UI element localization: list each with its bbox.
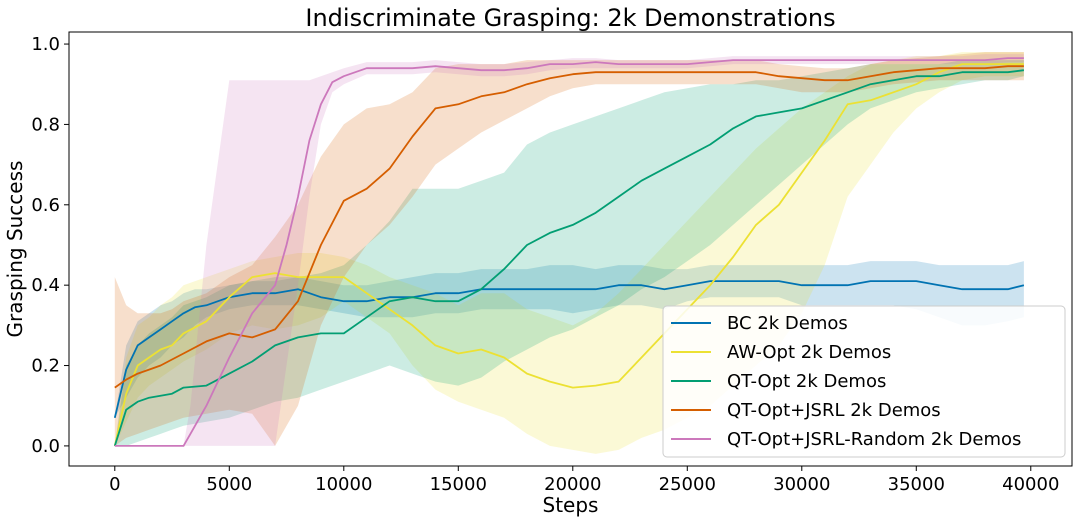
- legend-label: BC 2k Demos: [727, 313, 848, 334]
- legend-label: AW-Opt 2k Demos: [727, 342, 891, 363]
- legend-label: QT-Opt+JSRL-Random 2k Demos: [727, 429, 1021, 450]
- legend-label: QT-Opt 2k Demos: [727, 371, 886, 392]
- series-lines: [113, 57, 1025, 447]
- x-tick-label: 30000: [773, 474, 830, 495]
- legend: BC 2k Demos AW-Opt 2k Demos QT-Opt 2k Demo…: [662, 305, 1066, 458]
- x-tick-label: 35000: [888, 474, 945, 495]
- y-axis-ticks: 0.0 0.2 0.4 0.6 0.8 1.0: [31, 34, 69, 457]
- y-tick-label: 0.8: [31, 114, 60, 135]
- x-tick-label: 15000: [430, 474, 487, 495]
- x-tick-label: 10000: [315, 474, 372, 495]
- series-line-2: [113, 69, 1025, 447]
- x-tick-label: 5000: [206, 474, 252, 495]
- x-axis-label: Steps: [543, 493, 599, 517]
- x-tick-label: 20000: [544, 474, 601, 495]
- series-line-3: [114, 65, 1024, 389]
- series-line-1: [113, 63, 1024, 447]
- series-line-0: [113, 280, 1025, 419]
- x-tick-label: 40000: [1002, 474, 1059, 495]
- plot-frame: [68, 31, 1073, 467]
- y-tick-label: 0.2: [31, 356, 60, 377]
- x-tick-label: 0: [109, 474, 120, 495]
- legend-box: [662, 305, 1066, 458]
- x-tick-label: 25000: [659, 474, 716, 495]
- y-tick-label: 0.0: [31, 436, 60, 457]
- legend-label: QT-Opt+JSRL 2k Demos: [727, 400, 941, 421]
- y-tick-label: 0.6: [31, 195, 60, 216]
- series-line-4: [114, 57, 1024, 447]
- y-axis-label: Grasping Success: [3, 161, 27, 338]
- x-axis-ticks: 0 5000 10000 15000 20000 25000 30000 35000 40000: [109, 466, 1059, 495]
- y-tick-label: 0.4: [31, 275, 60, 296]
- y-tick-label: 1.0: [31, 34, 60, 55]
- confidence-band-2: [114, 60, 1024, 446]
- confidence-band-1: [114, 52, 1024, 454]
- confidence-band-3: [114, 52, 1024, 446]
- chart-title: Indiscriminate Grasping: 2k Demonstratio…: [305, 4, 835, 32]
